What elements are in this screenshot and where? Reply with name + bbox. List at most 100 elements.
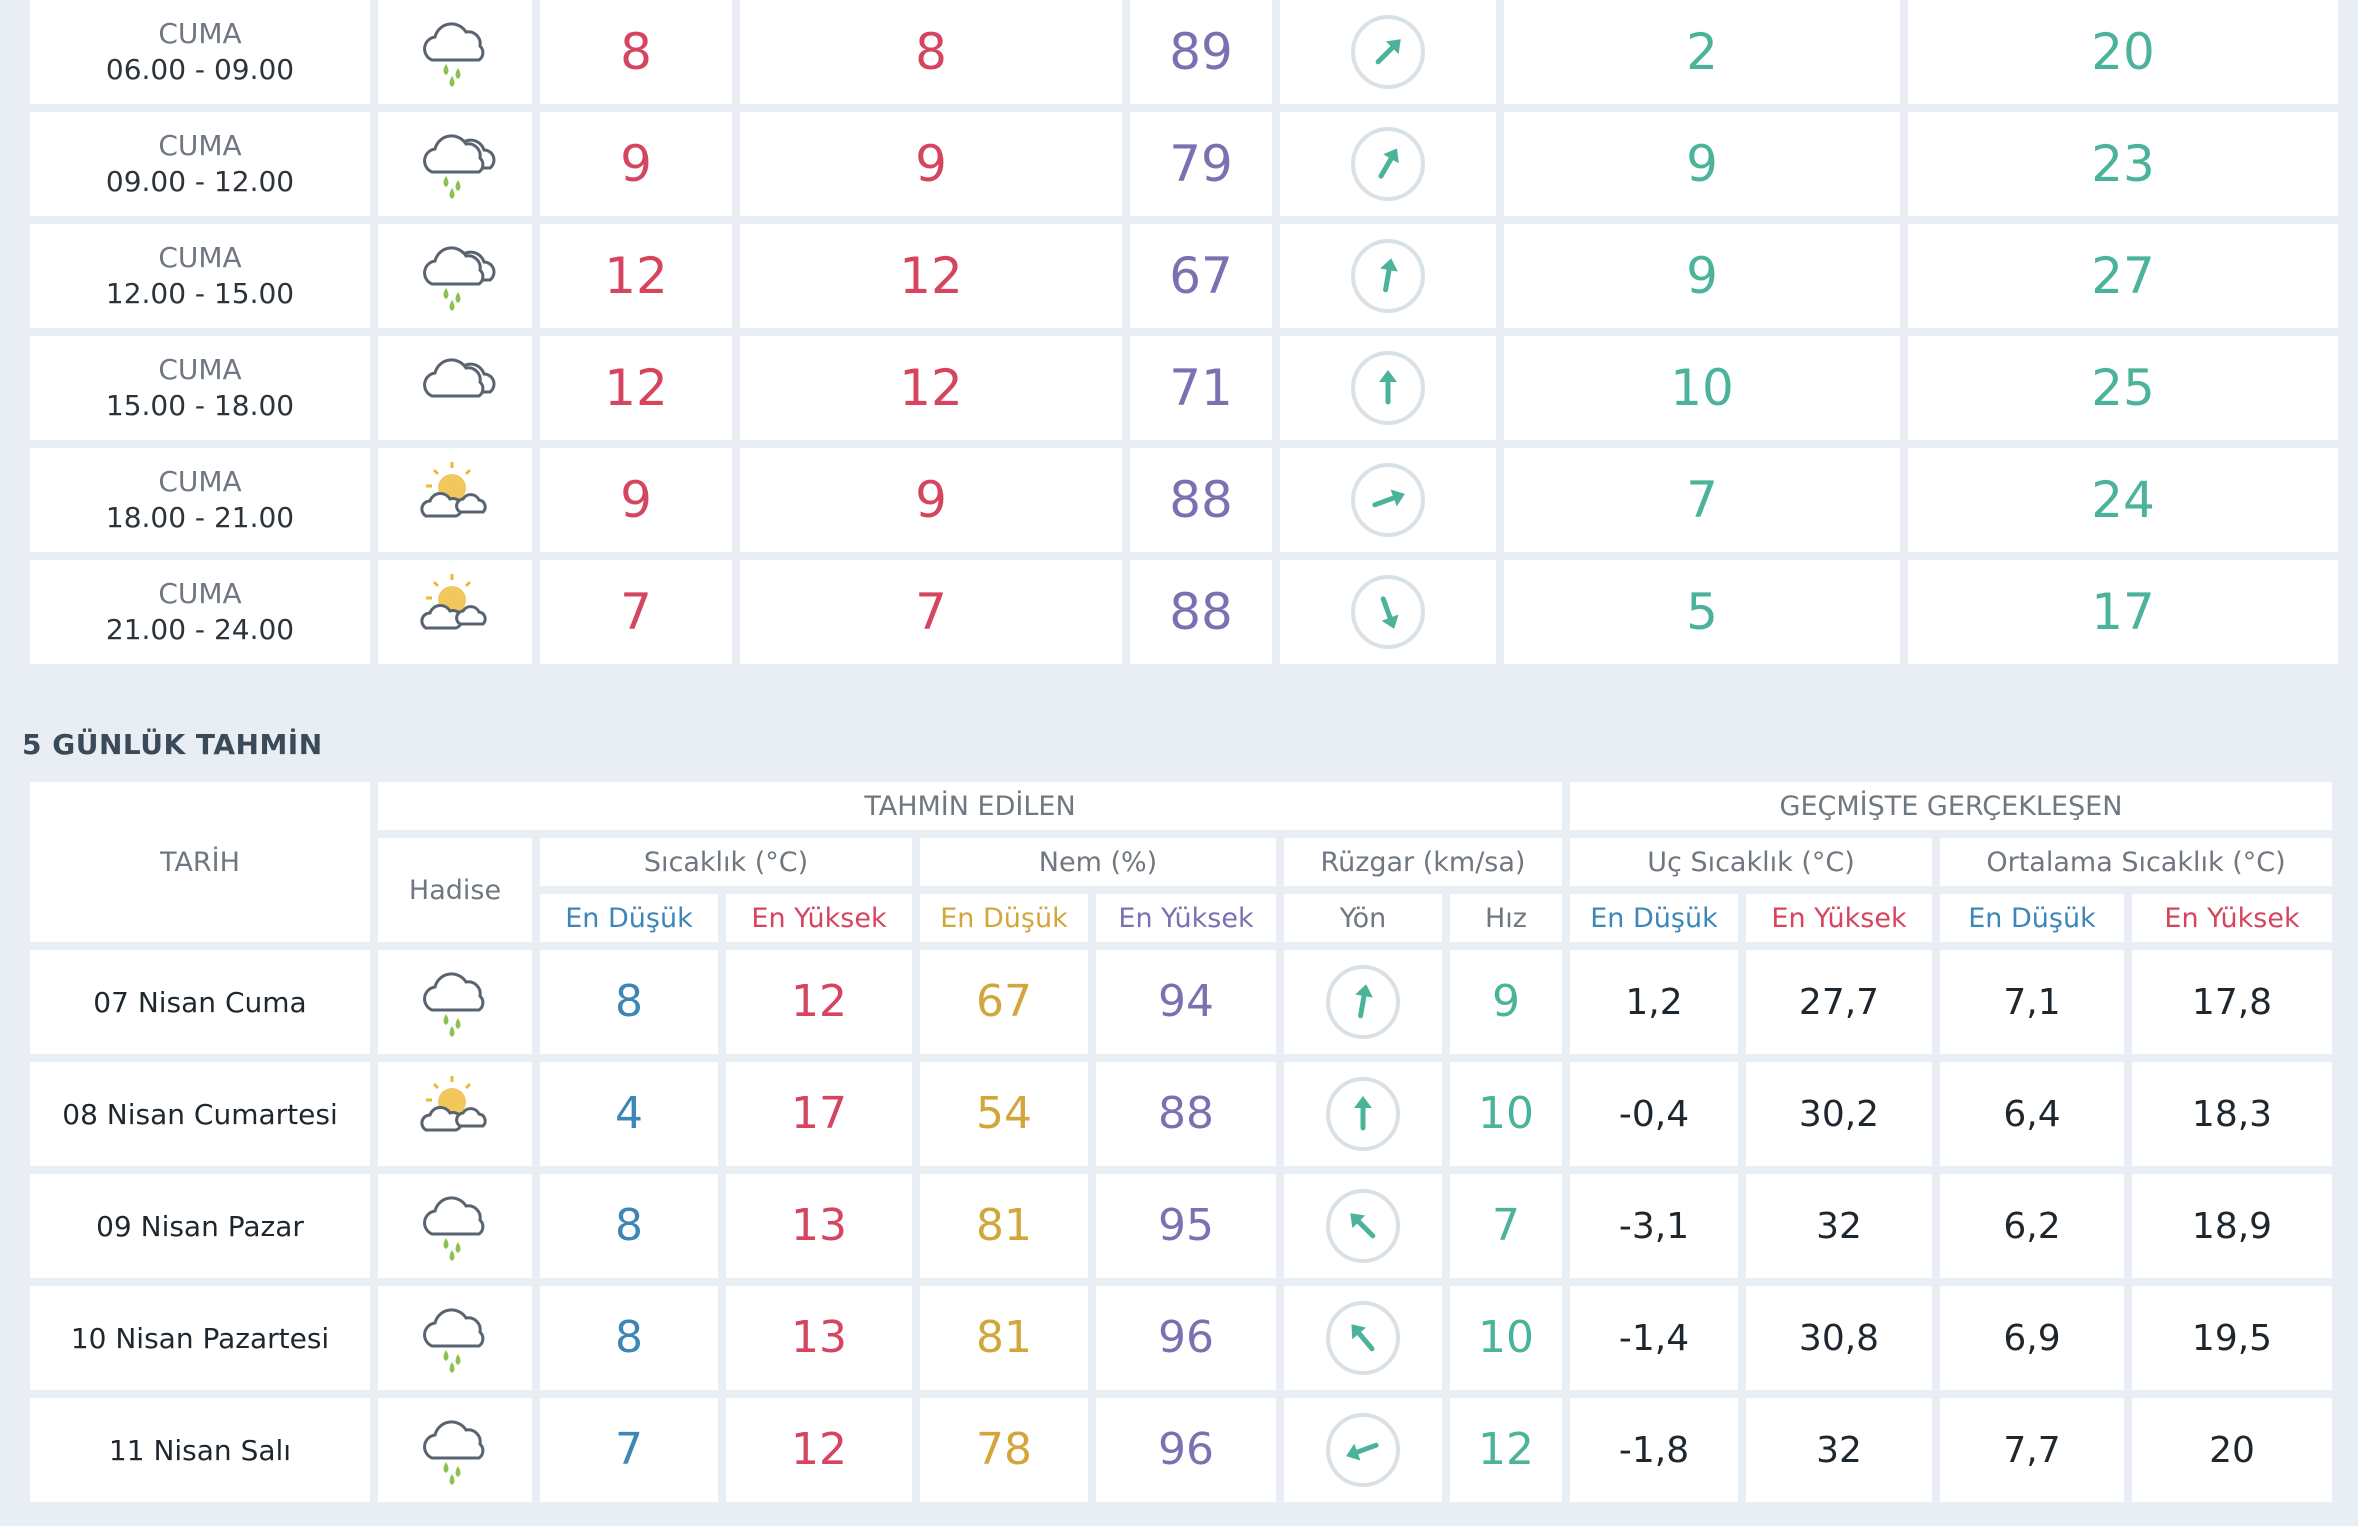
temp-min-cell-value: 4 (615, 1088, 643, 1139)
humidity-cell: 79 (1130, 112, 1272, 216)
temp-max-cell: 12 (726, 1398, 912, 1502)
temperature-header: Sıcaklık (°C) (540, 838, 912, 886)
wind-speed-cell-value: 12 (1478, 1424, 1534, 1475)
wind-speed-cell: 10 (1450, 1286, 1562, 1390)
wind-speed-cell: 10 (1504, 336, 1900, 440)
feels-like-cell-value: 9 (915, 471, 947, 529)
extreme-max-cell: 32 (1746, 1174, 1932, 1278)
gust-cell: 23 (1908, 112, 2338, 216)
rain-cloud-icon (412, 10, 498, 94)
slot-time: 06.00 - 09.00 (105, 53, 295, 86)
wind-direction-icon (1351, 127, 1425, 201)
date-cell-value: 08 Nisan Cumartesi (62, 1097, 338, 1131)
slot-time: 15.00 - 18.00 (105, 389, 295, 422)
extreme-min-cell-value: -1,8 (1618, 1429, 1690, 1471)
wind-speed-header: Hız (1450, 894, 1562, 942)
slot-day: CUMA (158, 241, 242, 274)
humidity-max-cell-value: 88 (1158, 1088, 1214, 1139)
date-cell: 10 Nisan Pazartesi (30, 1286, 370, 1390)
extreme-max-cell: 30,8 (1746, 1286, 1932, 1390)
hourly-forecast-table: CUMA 06.00 - 09.00 8 8 89 2 20 CUMA 09.00 - 12.0… (22, 0, 2346, 672)
wind-direction-header: Yön (1284, 894, 1442, 942)
extreme-min-cell: 1,2 (1570, 950, 1738, 1054)
wind-speed-cell-value: 10 (1478, 1088, 1534, 1139)
avg-max-cell: 18,3 (2132, 1062, 2332, 1166)
avg-min-cell: 7,7 (1940, 1398, 2124, 1502)
five-day-title: 5 GÜNLÜK TAHMİN (22, 728, 323, 761)
humidity-min-cell: 81 (920, 1174, 1088, 1278)
avg-min-cell-value: 7,1 (2003, 981, 2061, 1023)
extreme-min-cell-value: -1,4 (1618, 1317, 1690, 1359)
wind-speed-cell: 12 (1450, 1398, 1562, 1502)
temp-min-cell: 8 (540, 1174, 718, 1278)
temp-max-cell: 13 (726, 1286, 912, 1390)
extreme-max-cell-value: 32 (1816, 1205, 1862, 1247)
humidity-cell-value: 88 (1169, 471, 1233, 529)
slot-day: CUMA (158, 353, 242, 386)
temp-cell-value: 8 (620, 23, 652, 81)
time-slot: CUMA 18.00 - 21.00 (30, 448, 370, 552)
extreme-min-cell: -3,1 (1570, 1174, 1738, 1278)
slot-time: 12.00 - 15.00 (105, 277, 295, 310)
wind-speed-cell-value: 9 (1492, 976, 1520, 1027)
gust-cell: 27 (1908, 224, 2338, 328)
temp-cell: 7 (540, 560, 732, 664)
humidity-cell-value: 71 (1169, 359, 1233, 417)
avg-max-cell: 17,8 (2132, 950, 2332, 1054)
humidity-highest-header: En Yüksek (1096, 894, 1276, 942)
rain-cloud-icon (412, 960, 498, 1044)
time-slot: CUMA 21.00 - 24.00 (30, 560, 370, 664)
extreme-max-cell-value: 30,8 (1798, 1317, 1880, 1359)
temp-max-cell: 17 (726, 1062, 912, 1166)
wind-dir-cell (1280, 0, 1496, 104)
humidity-cell-value: 67 (1169, 247, 1233, 305)
temp-max-cell-value: 17 (791, 1088, 847, 1139)
time-slot: CUMA 12.00 - 15.00 (30, 224, 370, 328)
daily-row: 08 Nisan Cumartesi 4 17 54 88 10 -0,4 30,2 6,4 18… (30, 1062, 2332, 1166)
wind-dir-cell (1280, 448, 1496, 552)
date-header: TARİH (30, 782, 370, 942)
temp-min-cell-value: 8 (615, 1312, 643, 1363)
avg-min-cell-value: 6,2 (2003, 1205, 2061, 1247)
wind-speed-cell: 5 (1504, 560, 1900, 664)
daily-row: 07 Nisan Cuma 8 12 67 94 9 1,2 27,7 7,1 17,8 (30, 950, 2332, 1054)
hourly-row: CUMA 18.00 - 21.00 9 9 88 7 24 (30, 448, 2338, 552)
gust-cell-value: 23 (2091, 135, 2155, 193)
humidity-min-cell: 81 (920, 1286, 1088, 1390)
slot-time: 21.00 - 24.00 (105, 613, 295, 646)
avg-min-cell-value: 7,7 (2003, 1429, 2061, 1471)
feels-like-cell-value: 12 (899, 247, 963, 305)
rain-double-cloud-icon (412, 122, 498, 206)
humidity-min-cell-value: 81 (976, 1312, 1032, 1363)
wind-speed-cell: 9 (1450, 950, 1562, 1054)
wind-direction-icon (1351, 15, 1425, 89)
wind-speed-cell: 7 (1450, 1174, 1562, 1278)
partly-sunny-icon (412, 570, 498, 654)
wind-speed-cell-value: 7 (1686, 471, 1718, 529)
humidity-min-cell: 67 (920, 950, 1088, 1054)
extreme-min-cell: -1,8 (1570, 1398, 1738, 1502)
feels-like-cell-value: 8 (915, 23, 947, 81)
wind-speed-cell-value: 5 (1686, 583, 1718, 641)
wind-speed-cell-value: 9 (1686, 247, 1718, 305)
avg-max-cell-value: 17,8 (2191, 981, 2273, 1023)
temp-cell-value: 9 (620, 135, 652, 193)
hourly-row: CUMA 12.00 - 15.00 12 12 67 9 27 (30, 224, 2338, 328)
date-cell-value: 10 Nisan Pazartesi (70, 1321, 330, 1355)
humidity-max-cell: 95 (1096, 1174, 1276, 1278)
extreme-min-cell: -0,4 (1570, 1062, 1738, 1166)
extreme-max-cell: 32 (1746, 1398, 1932, 1502)
extreme-temp-header: Uç Sıcaklık (°C) (1570, 838, 1932, 886)
five-day-forecast-table: TARİH TAHMİN EDİLEN GEÇMİŞTE GERÇEKLEŞEN… (22, 774, 2340, 1510)
avg-max-cell-value: 19,5 (2191, 1317, 2273, 1359)
humidity-max-cell: 96 (1096, 1398, 1276, 1502)
feels-like-cell: 12 (740, 224, 1122, 328)
humidity-cell: 71 (1130, 336, 1272, 440)
feels-like-cell: 9 (740, 448, 1122, 552)
wind-dir-cell (1284, 1062, 1442, 1166)
time-slot: CUMA 06.00 - 09.00 (30, 0, 370, 104)
temp-cell: 12 (540, 224, 732, 328)
temp-cell: 12 (540, 336, 732, 440)
slot-day: CUMA (158, 577, 242, 610)
wind-header: Rüzgar (km/sa) (1284, 838, 1562, 886)
